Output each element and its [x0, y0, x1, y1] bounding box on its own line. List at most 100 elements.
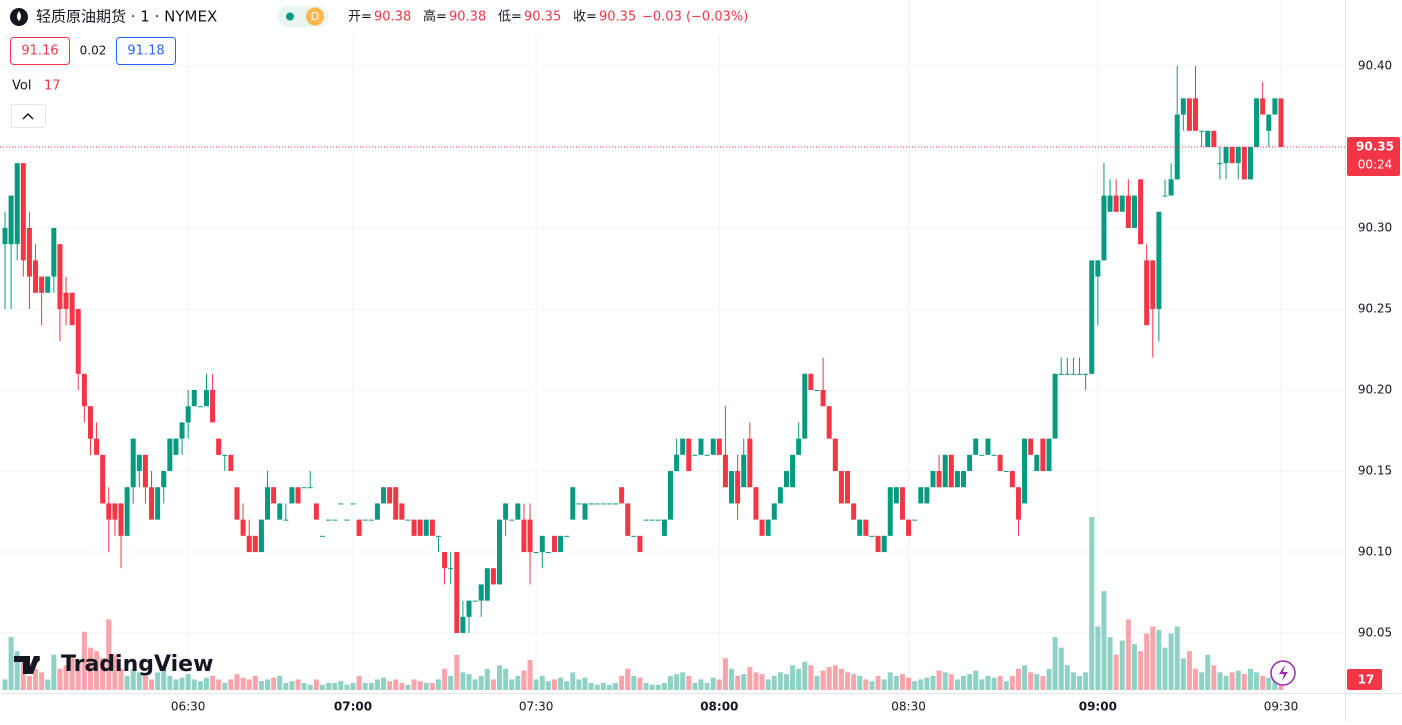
candle-body	[912, 519, 918, 521]
volume-bar	[741, 674, 747, 690]
volume-bar	[722, 658, 728, 690]
candle-body	[1156, 211, 1162, 309]
candle-body	[94, 438, 100, 455]
badge: D	[311, 10, 319, 23]
bid-box[interactable]	[10, 37, 70, 65]
volume-bar	[796, 668, 802, 690]
candle-body	[515, 503, 521, 520]
volume-bar	[857, 675, 863, 690]
volume-bar	[924, 677, 930, 690]
candle-body	[356, 519, 362, 536]
candle-body	[1199, 130, 1205, 132]
candle-body	[149, 487, 155, 520]
candle-body	[75, 308, 81, 374]
candle-body	[826, 406, 832, 439]
volume-bar	[362, 682, 368, 690]
volume-bar	[918, 679, 924, 690]
symbol-title[interactable]: 轻质原油期货 · 1 · NYMEX	[36, 8, 217, 26]
candle-body	[228, 454, 234, 472]
volume-bar	[222, 682, 228, 690]
candle-body	[814, 390, 820, 392]
volume-bar	[735, 675, 741, 690]
candle-body	[667, 471, 673, 520]
volume-bar	[1119, 640, 1125, 690]
volume-bar	[8, 637, 14, 690]
volume-bar	[680, 672, 686, 690]
volume-bar	[674, 674, 680, 690]
candle-body	[838, 471, 844, 504]
volume-bar	[307, 684, 313, 690]
volume-bar	[1095, 626, 1101, 690]
volume-bar	[515, 675, 521, 690]
candle-body	[1028, 438, 1034, 455]
volume-bar	[411, 679, 417, 690]
candle-body	[51, 227, 57, 277]
volume-bar	[301, 682, 307, 690]
volume-bar	[551, 679, 557, 690]
volume-bar	[338, 681, 344, 690]
price-axis-bg	[1345, 0, 1402, 721]
candle-body	[716, 438, 722, 455]
candle-body	[136, 454, 142, 472]
volume-bar	[588, 682, 594, 690]
volume-bar	[20, 661, 26, 690]
candle-body	[234, 487, 240, 520]
candle-body	[216, 438, 222, 455]
volume-bar	[991, 677, 997, 690]
candle-body	[252, 535, 258, 553]
volume-bar	[319, 684, 325, 690]
candle-body	[301, 487, 307, 489]
candle-body	[210, 390, 216, 423]
candle-body	[527, 519, 533, 553]
volume-bar	[197, 681, 203, 690]
y-tick-label: 90.05	[1358, 626, 1392, 640]
volume-bar	[881, 679, 887, 690]
ohlc-value: 90.38	[374, 10, 411, 25]
candle-body	[1125, 195, 1131, 228]
volume-bar	[332, 682, 338, 690]
volume-bar	[814, 675, 820, 690]
volume-bar	[350, 682, 356, 690]
candle-body	[344, 519, 350, 521]
candle-body	[435, 535, 441, 537]
ohlc-label: 低=	[498, 10, 522, 25]
candle-body	[1009, 471, 1015, 488]
volume-bar	[1150, 626, 1156, 690]
volume-bar	[497, 665, 503, 690]
ask-box[interactable]	[116, 37, 176, 65]
volume-bar	[899, 674, 905, 690]
ohlc-label: 开=	[348, 10, 372, 25]
candle-body	[1235, 146, 1241, 164]
volume-tag-label: 17	[1358, 673, 1375, 687]
candle-body	[1058, 373, 1064, 375]
bid: 91.16	[21, 44, 58, 59]
last-price-tag	[1347, 136, 1400, 176]
candle-body	[735, 471, 741, 504]
volume-bar	[45, 679, 51, 690]
collapse-button[interactable]	[11, 104, 46, 128]
candle-body	[845, 471, 851, 504]
volume-bar	[1009, 675, 1015, 690]
volume-bar	[1278, 683, 1284, 690]
header-bg	[0, 0, 780, 34]
candle-body	[442, 552, 448, 569]
logo-text[interactable]: TradingView	[61, 652, 213, 677]
volume-bar	[1052, 637, 1058, 690]
candle-body	[307, 487, 313, 489]
candle-body	[753, 487, 759, 520]
candle-body	[81, 373, 87, 407]
candle-body	[954, 471, 960, 488]
volume-bar	[686, 675, 692, 690]
volume-bar	[167, 675, 173, 690]
x-tick-label: 06:30	[171, 700, 206, 714]
candle-body	[613, 503, 619, 505]
candle-body	[490, 568, 496, 585]
volume-bar	[295, 679, 301, 690]
volume-bar	[179, 677, 185, 690]
volume-bar	[845, 672, 851, 690]
candle-body	[1089, 260, 1095, 374]
candle-body	[39, 276, 45, 293]
x-tick-label: 08:00	[700, 700, 738, 714]
logo-mark[interactable]	[14, 656, 40, 674]
candle-body	[1138, 179, 1144, 245]
